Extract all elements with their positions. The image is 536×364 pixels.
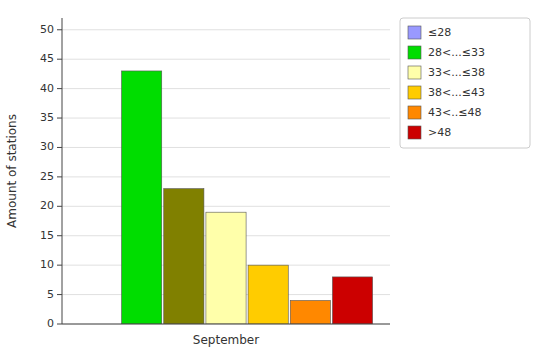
chart: 0 5 10 15 20 25 30 35 40 45 50 September Amount of s… xyxy=(0,0,536,364)
bar xyxy=(164,189,204,324)
grid xyxy=(62,30,390,324)
grid-line xyxy=(62,59,390,60)
legend-swatch xyxy=(408,26,421,39)
tick-label: 35 xyxy=(40,111,54,124)
legend-label: 38<...≤43 xyxy=(428,86,485,99)
tick-mark xyxy=(57,265,62,266)
tick-label: 25 xyxy=(40,170,54,183)
tick-mark xyxy=(57,206,62,207)
legend-label: 43<..≤48 xyxy=(428,106,481,119)
legend-swatch xyxy=(408,66,421,79)
tick-label: 50 xyxy=(40,23,54,36)
legend-swatch xyxy=(408,46,421,59)
legend-box xyxy=(400,18,530,148)
tick-mark xyxy=(57,147,62,148)
bar xyxy=(332,277,372,324)
legend-swatch xyxy=(408,106,421,119)
x-axis-line xyxy=(62,324,390,325)
bar xyxy=(290,300,330,324)
legend-label: ≤28 xyxy=(428,26,451,39)
legend-swatch xyxy=(408,126,421,139)
grid-line xyxy=(62,206,390,207)
axis-label: Amount of stations xyxy=(5,114,19,228)
grid-line xyxy=(62,324,390,325)
tick-mark xyxy=(57,118,62,119)
tick-label: 0 xyxy=(47,317,54,330)
bar xyxy=(206,212,246,324)
legend-label: >48 xyxy=(428,126,451,139)
legend-swatch xyxy=(408,86,421,99)
legend-label: 33<...≤38 xyxy=(428,66,485,79)
tick-mark xyxy=(57,29,62,30)
tick-label: 40 xyxy=(40,82,54,95)
tick-mark xyxy=(57,176,62,177)
y-axis: 0 5 10 15 20 25 30 35 40 45 50 xyxy=(40,23,62,330)
grid-line xyxy=(62,88,390,89)
tick-label: 15 xyxy=(40,229,54,242)
legend: ≤28 28<...≤33 33<...≤38 38<...≤43 43<..≤48 >4… xyxy=(400,18,530,148)
tick-label: 20 xyxy=(40,199,54,212)
grid-line xyxy=(62,118,390,119)
grid-line xyxy=(62,29,390,30)
grid-line xyxy=(62,147,390,148)
grid-line xyxy=(62,176,390,177)
tick-label: September xyxy=(193,333,259,347)
tick-mark xyxy=(57,294,62,295)
tick-label: 45 xyxy=(40,52,54,65)
tick-mark xyxy=(57,88,62,89)
bar xyxy=(122,71,162,324)
tick-label: 5 xyxy=(47,288,54,301)
tick-mark xyxy=(57,235,62,236)
bar xyxy=(248,265,288,324)
y-axis-line xyxy=(62,18,63,324)
bars xyxy=(122,71,373,324)
tick-mark xyxy=(57,324,62,325)
tick-label: 30 xyxy=(40,140,54,153)
tick-label: 10 xyxy=(40,258,54,271)
tick-mark xyxy=(57,59,62,60)
legend-label: 28<...≤33 xyxy=(428,46,485,59)
